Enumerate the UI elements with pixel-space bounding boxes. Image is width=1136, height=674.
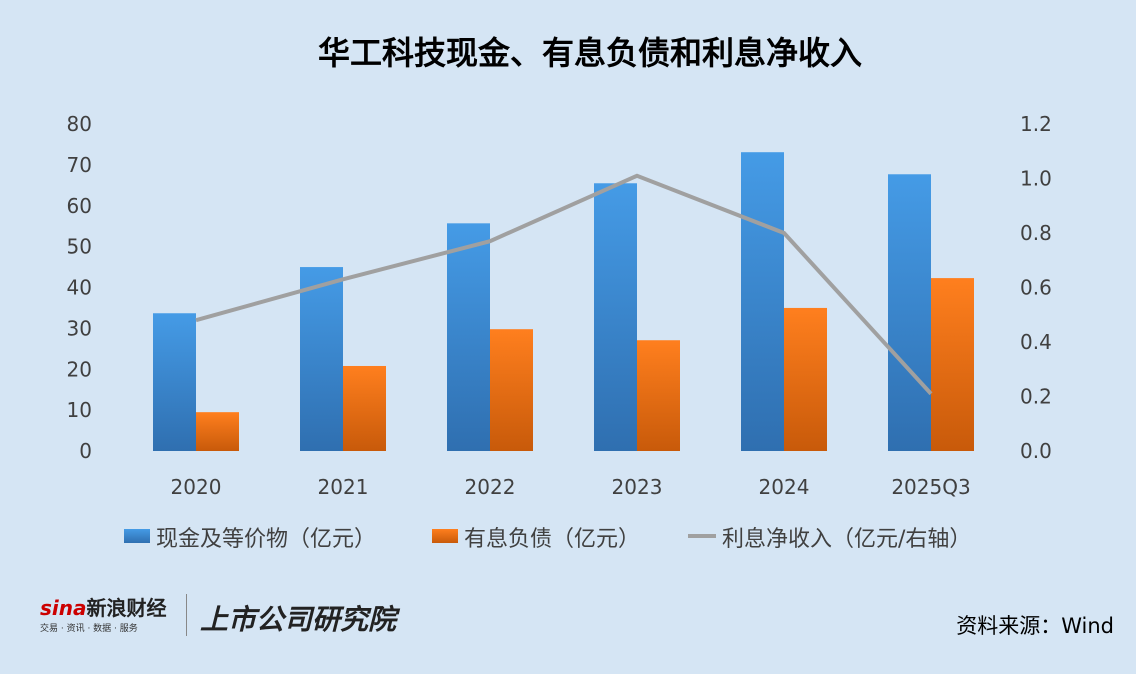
y-right-tick-label: 0.6 [1020, 276, 1052, 300]
cash-bar [594, 183, 637, 452]
y-left-tick-label: 40 [67, 276, 92, 300]
interest-line [195, 173, 933, 396]
x-tick-label: 2020 [171, 475, 222, 499]
debt-bar [931, 278, 974, 451]
legend-label-cash: 现金及等价物（亿元） [156, 527, 376, 552]
source-note: 资料来源：Wind [956, 614, 1114, 638]
debt-bar [196, 412, 239, 451]
y-left-tick-label: 70 [67, 153, 92, 177]
y-left-tick-label: 0 [79, 439, 92, 463]
cash-bar [300, 267, 343, 451]
y-right-tick-label: 0.4 [1020, 330, 1052, 354]
y-right-tick-label: 1.2 [1020, 112, 1052, 136]
debt-bar [490, 329, 533, 451]
y-left-tick-label: 60 [67, 194, 92, 218]
y-right-tick-label: 0.0 [1020, 439, 1052, 463]
legend-label-interest: 利息净收入（亿元/右轴） [722, 527, 971, 552]
brand-tagline: 交易 · 资讯 · 数据 · 服务 [40, 624, 138, 634]
cash-bar [447, 223, 490, 451]
brand-name: 新浪财经 [86, 596, 167, 620]
y-left-tick-label: 80 [67, 112, 92, 136]
institute-logo: 上市公司研究院 [200, 603, 397, 636]
x-tick-label: 2025Q3 [891, 475, 970, 499]
legend-swatch-debt [432, 529, 458, 543]
x-tick-label: 2021 [318, 475, 369, 499]
y-right-tick-label: 0.2 [1020, 385, 1052, 409]
debt-bar [637, 340, 680, 451]
y-left-tick-label: 50 [67, 235, 92, 259]
x-tick-label: 2022 [465, 475, 516, 499]
legend-label-debt: 有息负债（亿元） [464, 527, 640, 552]
y-left-tick-label: 20 [67, 357, 92, 381]
legend-swatch-cash [124, 529, 150, 543]
cash-bar [153, 313, 196, 451]
debt-bar [784, 307, 827, 451]
logo-divider [186, 594, 187, 636]
x-tick-label: 2024 [759, 475, 810, 499]
debt-bar [343, 365, 386, 451]
sina-wordmark: sina [40, 596, 87, 620]
y-right-tick-label: 0.8 [1020, 221, 1052, 245]
cash-bar [741, 152, 784, 452]
chart-title: 华工科技现金、有息负债和利息净收入 [317, 34, 862, 72]
sina-logo: sina新浪财经交易 · 资讯 · 数据 · 服务 [40, 592, 167, 634]
y-left-tick-label: 30 [67, 316, 92, 340]
cash-bar [888, 174, 931, 451]
y-left-tick-label: 10 [67, 398, 92, 422]
x-tick-label: 2023 [612, 475, 663, 499]
y-right-tick-label: 1.0 [1020, 167, 1052, 191]
